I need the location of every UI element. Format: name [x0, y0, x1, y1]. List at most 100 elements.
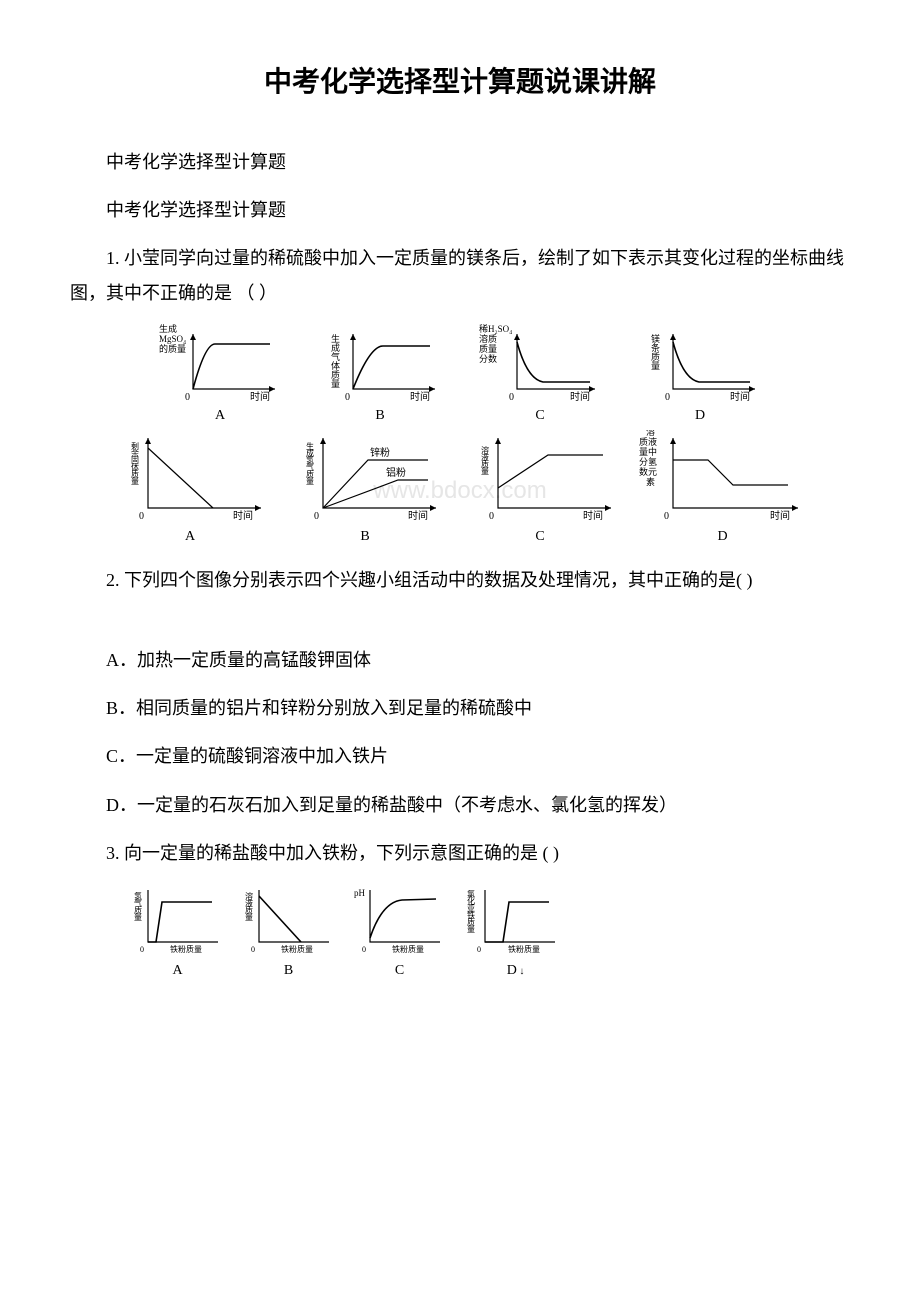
axes — [498, 438, 611, 508]
chart-label-C: C — [535, 408, 544, 424]
chart-label: B — [284, 963, 293, 979]
xlabel: 时间 — [410, 390, 430, 403]
q3-chart-D: 氯化亚铁质量 0 铁粉质量 D ↓ — [463, 884, 568, 979]
ylabel: 分氢 — [639, 456, 657, 467]
origin: 0 — [140, 945, 144, 954]
q3-chart-C: pH 0 铁粉质量 C — [352, 884, 447, 979]
curve — [148, 902, 212, 942]
origin: 0 — [314, 511, 319, 522]
q1b-chart-B: 生成氢气质量 锌粉 铝粉 0 时间 B — [288, 430, 443, 545]
q3-chart-A: 氢气质量 0 铁粉质量 A — [130, 884, 225, 979]
q2-option-C: C．一定量的硫酸铜溶液中加入铁片 — [70, 739, 850, 773]
arrow-y — [190, 334, 196, 340]
xlabel: 铁粉质量 — [170, 944, 202, 954]
q1-chart-C: 稀H₂SO₄ 溶质 质量 分数 0 时间 C — [475, 324, 605, 424]
chart-label-D: D — [695, 408, 705, 424]
ylabel: 镁条质量 — [650, 333, 660, 370]
ylabel: 氢气质量 — [134, 891, 143, 921]
chart-label: B — [360, 529, 369, 545]
xlabel: 时间 — [570, 390, 590, 403]
zinc-label: 锌粉 — [370, 446, 390, 459]
chart-label: A — [185, 529, 195, 545]
q1b-chart-C: 溶液质量 0 时间 C — [463, 430, 618, 545]
xlabel: 时间 — [730, 390, 750, 403]
arrow-x — [255, 505, 261, 511]
arrow-y — [145, 438, 151, 444]
page-title: 中考化学选择型计算题说课讲解 — [70, 60, 850, 100]
question-1-text: 1. 小莹同学向过量的稀硫酸中加入一定质量的镁条后，绘制了如下表示其变化过程的坐… — [70, 241, 850, 309]
arrow-y — [495, 438, 501, 444]
origin: 0 — [139, 511, 144, 522]
arrow-y — [670, 334, 676, 340]
xlabel: 铁粉质量 — [392, 944, 424, 954]
xlabel: 时间 — [233, 509, 253, 522]
curve — [370, 899, 436, 938]
q1b-chart-A: 剩余固体质量 0 时间 A — [113, 430, 268, 545]
axes — [485, 890, 555, 942]
curve — [193, 344, 270, 389]
origin: 0 — [362, 945, 366, 954]
ylabel: 生成氢气质量 — [305, 441, 314, 485]
origin: 0 — [509, 392, 514, 403]
axes — [673, 438, 798, 508]
ylabel: 量中 — [639, 446, 657, 457]
q1b-chart-D: 溶 质液 量中 分氢 数元 素 0 时间 D — [638, 430, 808, 545]
origin: 0 — [664, 511, 669, 522]
q3-chart-row: 氢气质量 0 铁粉质量 A 溶液质量 0 铁粉质量 B pH 0 铁粉质量 C … — [130, 884, 850, 979]
curve — [673, 342, 750, 382]
curve — [517, 342, 590, 382]
al-label: 铝粉 — [386, 466, 406, 479]
origin: 0 — [477, 945, 481, 954]
chart-label: D — [717, 529, 727, 545]
ylabel: 质量 — [479, 343, 497, 354]
extra-mark: ↓ — [517, 966, 525, 977]
ylabel: pH — [354, 888, 366, 898]
ylabel: 生成 — [159, 324, 177, 334]
axes — [517, 334, 595, 389]
question-2-text: 2. 下列四个图像分别表示四个兴趣小组活动中的数据及处理情况，其中正确的是( ) — [70, 563, 850, 597]
question-3-text: 3. 向一定量的稀盐酸中加入铁粉，下列示意图正确的是 ( ) — [70, 836, 850, 870]
axes — [148, 890, 218, 942]
ylabel: 数元 — [639, 466, 657, 477]
q3-chart-B: 溶液质量 0 铁粉质量 B — [241, 884, 336, 979]
xlabel: 时间 — [250, 390, 270, 403]
curve — [259, 896, 301, 942]
arrow-y — [514, 334, 520, 340]
curve — [353, 346, 430, 389]
xlabel: 时间 — [583, 509, 603, 522]
arrow-x — [792, 505, 798, 511]
subtitle-1: 中考化学选择型计算题 — [70, 145, 850, 179]
q1-chart-B: 生成气体质量 0 时间 B — [315, 324, 445, 424]
curve — [498, 455, 603, 488]
chart-label: D ↓ — [507, 963, 525, 979]
axes — [193, 334, 275, 389]
ylabel: 溶质 — [479, 333, 497, 344]
curve — [485, 902, 549, 942]
xlabel: 铁粉质量 — [508, 944, 540, 954]
xlabel: 时间 — [408, 509, 428, 522]
arrow-y — [350, 334, 356, 340]
arrow-y — [670, 438, 676, 444]
xlabel: 铁粉质量 — [281, 944, 313, 954]
axes — [148, 438, 261, 508]
ylabel: 分数 — [479, 353, 497, 364]
ylabel: 的质量 — [159, 343, 186, 354]
origin: 0 — [251, 945, 255, 954]
arrow-x — [605, 505, 611, 511]
chart-label: A — [172, 963, 182, 979]
origin: 0 — [345, 392, 350, 403]
q1-chart-row-2: www.bdocx.com 剩余固体质量 0 时间 A 生成氢气质量 锌粉 铝粉… — [70, 430, 850, 545]
ylabel: 素 — [646, 476, 655, 487]
origin: 0 — [185, 392, 190, 403]
q2-option-B: B．相同质量的铝片和锌粉分别放入到足量的稀硫酸中 — [70, 691, 850, 725]
arrow-y — [320, 438, 326, 444]
ylabel: 溶 — [646, 430, 655, 437]
curve — [148, 448, 213, 508]
chart-label-A: A — [215, 408, 225, 424]
ylabel: MgSO₄ — [159, 334, 186, 344]
q2-option-A: A．加热一定质量的高锰酸钾固体 — [70, 643, 850, 677]
ylabel: 溶液质量 — [245, 891, 254, 921]
ylabel: 稀H₂SO₄ — [479, 324, 512, 334]
q1-chart-A: 生成 MgSO₄ 的质量 0 时间 A — [155, 324, 285, 424]
chart-label-B: B — [375, 408, 384, 424]
